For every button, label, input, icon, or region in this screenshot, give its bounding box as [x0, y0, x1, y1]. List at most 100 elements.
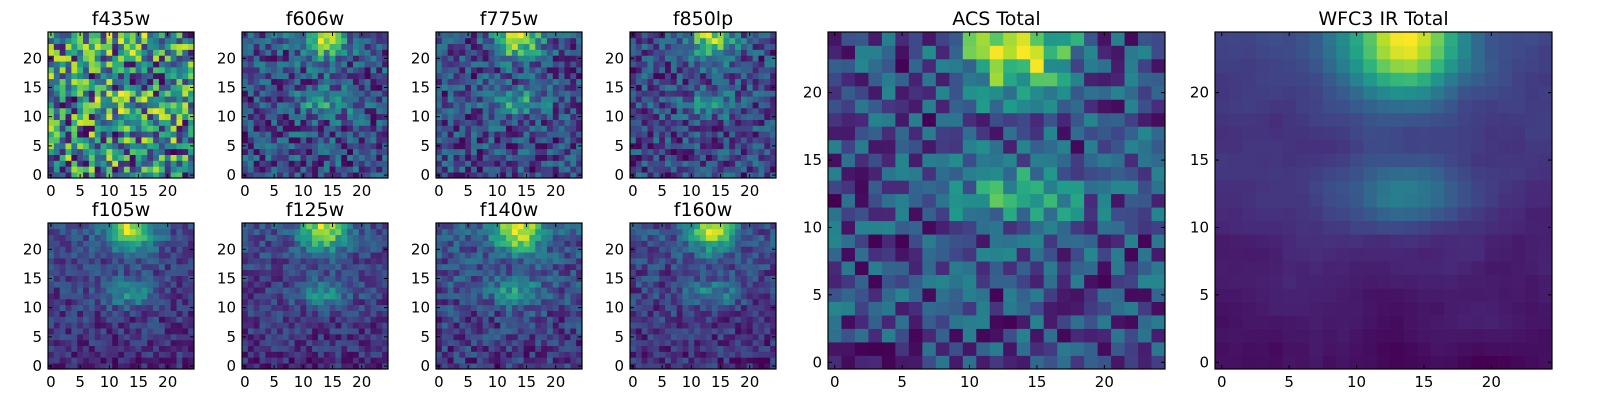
heatmap-cell — [723, 304, 730, 311]
heatmap-cell — [100, 154, 107, 161]
heatmap-cell — [59, 258, 66, 265]
heatmap-cell — [564, 154, 571, 161]
heatmap-cell — [123, 258, 131, 265]
heatmap-cell — [88, 228, 96, 236]
y-tick-label: 15 — [23, 269, 42, 287]
heatmap-cell — [71, 316, 78, 323]
heatmap-cell — [48, 166, 55, 173]
heatmap-cell — [341, 78, 348, 85]
heatmap-cell — [65, 275, 72, 282]
heatmap-cell — [147, 351, 154, 358]
heatmap-cell — [552, 125, 559, 132]
heatmap-cell — [123, 102, 131, 109]
heatmap-cell — [53, 298, 61, 306]
heatmap-cell — [118, 119, 125, 126]
heatmap-cell — [705, 322, 713, 329]
heatmap-cell — [288, 328, 295, 335]
heatmap-cell — [112, 228, 119, 236]
heatmap-cell — [347, 287, 354, 294]
heatmap-cell — [300, 96, 307, 103]
heatmap-cell — [277, 328, 284, 335]
heatmap-cell — [511, 287, 519, 294]
heatmap-cell — [182, 154, 189, 161]
heatmap-cell — [471, 246, 478, 253]
heatmap-cell — [436, 357, 443, 364]
heatmap-cell — [459, 275, 466, 282]
heatmap-cell — [723, 84, 730, 91]
heatmap-cell — [335, 246, 342, 253]
heatmap-cell — [558, 223, 565, 230]
heatmap-cell — [253, 275, 260, 282]
heatmap-cell — [247, 78, 255, 85]
heatmap-cell — [282, 228, 290, 236]
heatmap-cell — [71, 154, 78, 161]
heatmap-cell — [676, 304, 683, 311]
heatmap-cell — [88, 55, 96, 62]
heatmap-cell — [376, 240, 383, 247]
heatmap-cell — [523, 90, 530, 97]
heatmap-cell — [123, 316, 131, 323]
heatmap-cell — [247, 160, 255, 167]
heatmap-cell — [641, 119, 648, 126]
heatmap-cell — [641, 113, 648, 120]
heatmap-cell — [476, 298, 484, 306]
heatmap-cell — [447, 32, 454, 39]
heatmap-cell — [723, 107, 730, 115]
heatmap-cell — [364, 102, 371, 109]
heatmap-cell — [758, 293, 765, 300]
heatmap-cell — [242, 137, 249, 144]
heatmap-cell — [188, 345, 195, 352]
heatmap-cell — [294, 61, 301, 68]
heatmap-cell — [682, 67, 689, 74]
heatmap-cell — [100, 148, 107, 155]
heatmap-cell — [758, 166, 765, 173]
heatmap-cell — [647, 102, 654, 109]
heatmap-cell — [711, 78, 718, 85]
heatmap-cell — [352, 142, 360, 150]
heatmap-cell — [752, 102, 759, 109]
heatmap-cell — [546, 322, 554, 329]
heatmap-cell — [83, 357, 90, 364]
heatmap-cell — [447, 339, 454, 346]
heatmap-cell — [635, 125, 643, 132]
heatmap-cell — [112, 107, 119, 115]
heatmap-cell — [312, 310, 319, 317]
heatmap-cell — [641, 72, 648, 80]
heatmap-cell — [176, 351, 183, 358]
heatmap-cell — [517, 240, 524, 247]
heatmap-cell — [123, 113, 131, 120]
heatmap-cell — [746, 67, 753, 74]
heatmap-cell — [158, 49, 166, 56]
heatmap-cell — [764, 298, 771, 306]
heatmap-cell — [500, 67, 507, 74]
heatmap-cell — [653, 113, 660, 120]
heatmap-cell — [529, 125, 536, 132]
heatmap-cell — [670, 304, 678, 311]
heatmap-cell — [752, 142, 759, 150]
heatmap-cell — [711, 322, 718, 329]
heatmap-cell — [242, 252, 249, 259]
heatmap-cell — [488, 269, 495, 276]
heatmap-cell — [106, 310, 113, 317]
heatmap-cell — [277, 90, 284, 97]
heatmap-cell — [100, 166, 107, 173]
heatmap-cell — [341, 160, 348, 167]
heatmap-cell — [441, 304, 449, 311]
heatmap-cell — [558, 234, 565, 241]
heatmap-cell — [188, 102, 195, 109]
heatmap-cell — [352, 281, 360, 288]
heatmap-cell — [294, 363, 301, 370]
heatmap-cell — [300, 304, 307, 311]
heatmap-cell — [441, 263, 449, 271]
heatmap-cell — [376, 246, 383, 253]
heatmap-cell — [176, 234, 183, 241]
heatmap-cell — [242, 96, 249, 103]
heatmap-cell — [494, 298, 501, 306]
heatmap-cell — [100, 228, 107, 236]
heatmap-cell — [141, 84, 148, 91]
heatmap-cell — [83, 37, 90, 45]
heatmap-cell — [182, 148, 189, 155]
heatmap-cell — [546, 72, 554, 80]
heatmap-cell — [323, 154, 330, 161]
heatmap-cell — [570, 345, 577, 352]
